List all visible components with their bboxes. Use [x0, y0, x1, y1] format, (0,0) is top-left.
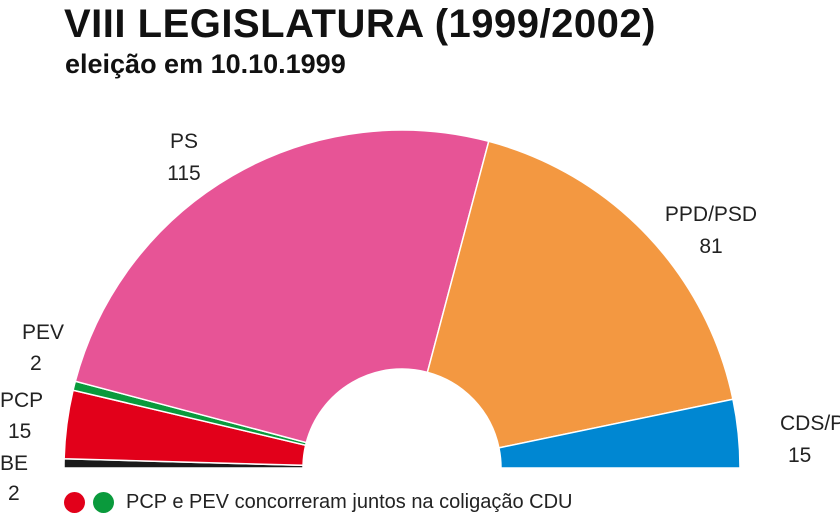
chart-slices — [63, 129, 741, 469]
label-ppd-psd-value: 81 — [699, 235, 722, 258]
label-cds-pp-name: CDS/PP — [780, 412, 840, 435]
label-pcp-value: 15 — [8, 420, 31, 443]
chart-subtitle: eleição em 10.10.1999 — [65, 49, 346, 79]
slice-cds-pp — [498, 398, 741, 469]
chart-title: VIII LEGISLATURA (1999/2002) — [64, 2, 656, 46]
slice-ppd-psd — [426, 140, 734, 449]
label-pev-value: 2 — [30, 352, 42, 375]
legend-dot-pcp — [64, 492, 85, 513]
legend-note: PCP e PEV concorreram juntos na coligaçã… — [126, 491, 573, 513]
legend-dot-pev — [93, 492, 114, 513]
label-ps-value: 115 — [167, 162, 200, 185]
label-be-name: BE — [0, 452, 28, 475]
label-ps-name: PS — [170, 130, 198, 153]
label-cds-pp-value: 15 — [788, 444, 811, 467]
label-pev-name: PEV — [22, 321, 64, 344]
label-pcp-name: PCP — [0, 389, 43, 412]
label-ppd-psd-name: PPD/PSD — [665, 203, 757, 226]
slice-ps — [74, 129, 490, 444]
chart-labels: BE 2 PCP 15 PEV 2 PS 115 PPD/PSD 81 CDS/PP 15 — [0, 130, 840, 505]
label-be-value: 2 — [8, 482, 20, 505]
